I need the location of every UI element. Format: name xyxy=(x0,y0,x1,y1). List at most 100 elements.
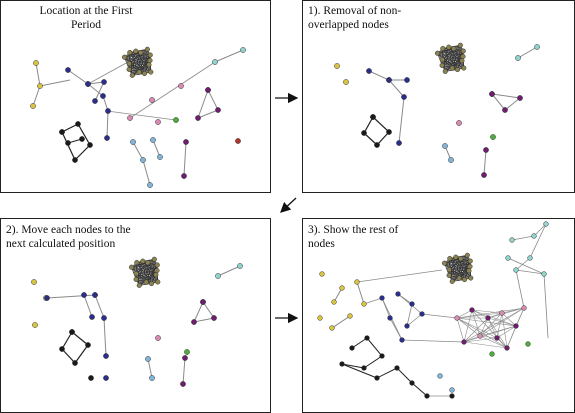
olive-cluster-node xyxy=(466,268,472,274)
lightblue-node xyxy=(149,375,155,381)
node xyxy=(88,375,94,381)
edge xyxy=(479,317,489,337)
olive-cluster-edge xyxy=(444,262,471,267)
edge xyxy=(129,61,216,119)
black-node xyxy=(75,121,81,127)
navy-node xyxy=(396,140,402,146)
purple-node xyxy=(180,381,186,387)
green-node xyxy=(173,117,179,123)
edge xyxy=(363,297,383,305)
yellow-node xyxy=(30,103,36,109)
purple-node xyxy=(182,355,188,361)
yellow-node xyxy=(33,60,39,66)
black-edge xyxy=(363,132,378,146)
olive-cluster-node xyxy=(128,264,135,270)
olive-cluster-node xyxy=(155,279,161,285)
black-node xyxy=(374,375,380,381)
lightblue-edge xyxy=(147,358,153,379)
edge xyxy=(421,313,458,319)
purple-edge xyxy=(483,149,487,176)
olive-cluster-node xyxy=(446,44,452,50)
purple-edge xyxy=(183,141,187,177)
navy-node xyxy=(44,295,50,301)
navy-node xyxy=(100,93,106,99)
edge xyxy=(479,312,503,337)
olive-cluster-node xyxy=(129,72,135,78)
olive-cluster-node xyxy=(439,62,445,68)
olive-cluster-edge xyxy=(138,54,151,73)
purple-node xyxy=(521,305,527,311)
navy-node xyxy=(101,315,107,321)
navy-edge xyxy=(94,294,105,319)
lightblue-node xyxy=(442,143,448,149)
black-edge xyxy=(372,116,390,133)
purple-node xyxy=(477,333,483,339)
edge xyxy=(456,317,465,343)
olive-cluster-node xyxy=(464,252,470,258)
pink-node xyxy=(178,83,184,89)
navy-edge xyxy=(46,294,96,299)
olive-cluster-edge xyxy=(128,49,148,70)
panel-caption-removal: 1). Removal of non- overlapped nodes xyxy=(308,5,402,31)
cyan-edge xyxy=(217,265,241,277)
purple-node xyxy=(461,339,467,345)
cyan-node xyxy=(237,263,243,269)
olive-cluster-node xyxy=(126,66,132,72)
navy-node xyxy=(103,353,109,359)
navy-edge xyxy=(388,79,405,98)
olive-cluster-edge xyxy=(451,257,457,282)
cyan-node xyxy=(534,44,540,50)
purple-node xyxy=(494,335,500,341)
cyan-edge xyxy=(214,49,244,63)
edge xyxy=(333,287,343,303)
lightblue-edge xyxy=(152,139,161,158)
purple-node xyxy=(200,299,206,305)
olive-cluster-node xyxy=(138,50,144,56)
black-node xyxy=(59,129,65,135)
olive-cluster-edge xyxy=(449,255,468,270)
olive-cluster-node xyxy=(454,67,461,73)
black-node xyxy=(379,353,385,359)
olive-cluster-edge xyxy=(136,270,158,274)
edge xyxy=(366,337,383,357)
olive-cluster-node xyxy=(440,45,446,52)
edge xyxy=(543,273,549,339)
panel-caption-first-period: Location at the First Period xyxy=(39,5,133,31)
black-edge xyxy=(74,144,91,161)
pink-node xyxy=(155,119,161,125)
purple-edge xyxy=(182,357,186,385)
black-node xyxy=(361,365,367,371)
cyan-node xyxy=(515,55,521,61)
olive-cluster-edge xyxy=(136,259,155,274)
olive-cluster-edge xyxy=(448,266,471,276)
black-edge xyxy=(74,344,89,364)
olive-cluster-node xyxy=(451,46,457,52)
purple-edge xyxy=(504,97,521,111)
black-node xyxy=(409,380,415,386)
black-node xyxy=(386,129,392,135)
purple-node xyxy=(502,107,508,113)
navy-node xyxy=(65,67,71,73)
purple-node xyxy=(489,91,495,97)
edge xyxy=(463,309,473,343)
olive-cluster-node xyxy=(147,52,153,58)
purple-node xyxy=(485,315,491,321)
olive-cluster-edge xyxy=(437,50,464,54)
olive-cluster-node xyxy=(133,271,139,277)
black-node xyxy=(374,142,380,148)
node xyxy=(334,63,340,69)
panel-caption-move-nodes: 2). Move each nodes to the next calculat… xyxy=(6,224,131,250)
black-node xyxy=(72,360,78,366)
olive-cluster-node xyxy=(458,256,464,262)
purple-node xyxy=(191,319,197,325)
black-edge xyxy=(71,331,89,346)
edge xyxy=(401,339,465,343)
node xyxy=(32,322,38,328)
navy-edge xyxy=(103,317,107,357)
purple-node xyxy=(211,315,217,321)
cyan-node xyxy=(543,221,549,227)
edge xyxy=(463,337,498,343)
purple-node xyxy=(205,87,211,93)
black-edge xyxy=(61,131,76,161)
